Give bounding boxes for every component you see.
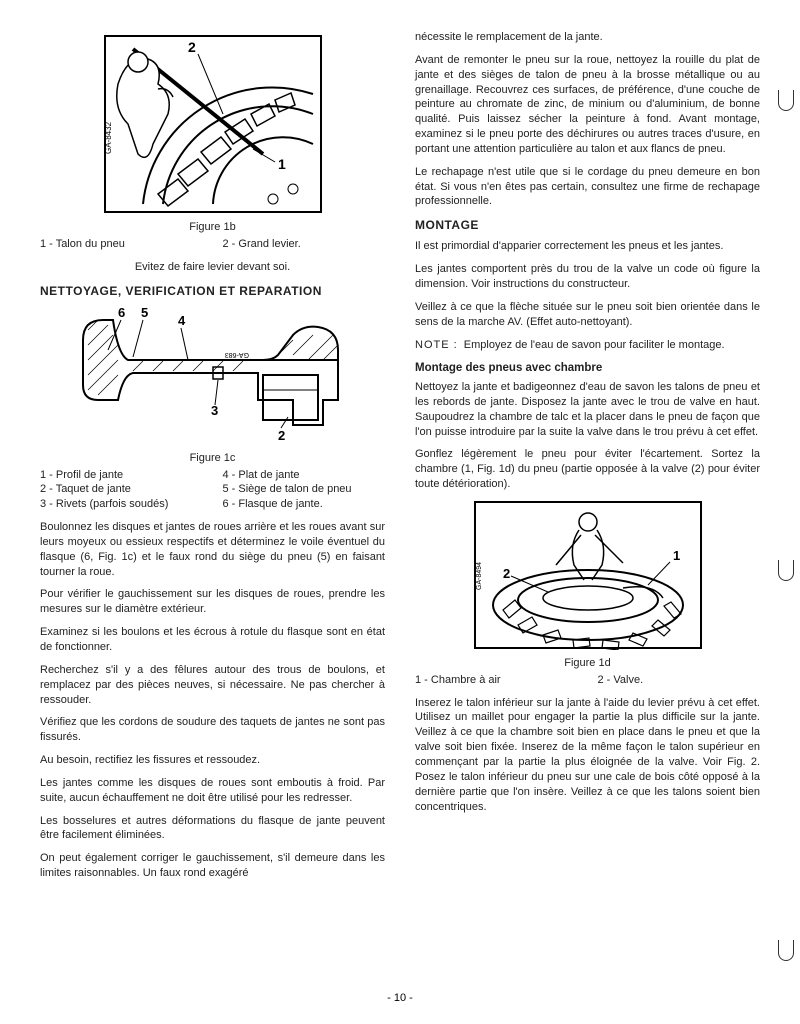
fig1d-legend-2: 2 - Valve.: [598, 673, 761, 688]
left-p2: Pour vérifier le gauchissement sur les d…: [40, 587, 385, 617]
section-montage-title: MONTAGE: [415, 217, 760, 233]
left-p9: On peut également corriger le gauchissem…: [40, 851, 385, 881]
figure-1d-caption: Figure 1d: [415, 656, 760, 671]
figure-1c: 6 5 4 3 2 GA-683: [40, 305, 385, 445]
left-column: 2 1 GA-8432 Figure 1b 1 - Talon du pneu …: [40, 30, 385, 984]
left-p8: Les bosselures et autres déformations du…: [40, 814, 385, 844]
figure-1d: 1 2 GA-8494: [415, 500, 760, 650]
left-p7: Les jantes comme les disques de roues so…: [40, 776, 385, 806]
right-p8: Nettoyez la jante et badigeonnez d'eau d…: [415, 380, 760, 439]
right-p9: Gonflez légèrement le pneu pour éviter l…: [415, 447, 760, 492]
right-p7: NOTE : Employez de l'eau de savon pour f…: [415, 338, 760, 353]
figure-1c-caption: Figure 1c: [40, 451, 385, 466]
svg-text:6: 6: [118, 305, 125, 320]
svg-text:2: 2: [278, 428, 285, 443]
right-p3: Le rechapage n'est utile que si le corda…: [415, 165, 760, 210]
right-p6: Veillez à ce que la flèche située sur le…: [415, 300, 760, 330]
figure-1b: 2 1 GA-8432: [40, 34, 385, 214]
fig1b-sidetext: GA-8432: [104, 121, 113, 154]
svg-text:1: 1: [673, 548, 680, 563]
fig1b-label-2: 2: [188, 39, 196, 55]
note-label: NOTE :: [415, 339, 458, 351]
right-p5: Les jantes comportent près du trou de la…: [415, 262, 760, 292]
left-p1: Boulonnez les disques et jantes de roues…: [40, 520, 385, 579]
right-p4: Il est primordial d'apparier correctemen…: [415, 239, 760, 254]
right-p10: Inserez le talon inférieur sur la jante …: [415, 696, 760, 815]
left-p3: Examinez si les boulons et les écrous à …: [40, 625, 385, 655]
figure-1d-legend: 1 - Chambre à air 2 - Valve.: [415, 673, 760, 688]
fig1c-r1: 4 - Plat de jante: [223, 468, 386, 483]
fig1c-l3: 3 - Rivets (parfois soudés): [40, 497, 203, 512]
left-p5: Vérifiez que les cordons de soudure des …: [40, 715, 385, 745]
section-nettoyage-title: NETTOYAGE, VERIFICATION ET REPARATION: [40, 283, 385, 299]
svg-text:GA-8494: GA-8494: [476, 562, 483, 590]
fig1d-legend-1: 1 - Chambre à air: [415, 673, 578, 688]
figure-1b-legend: 1 - Talon du pneu 2 - Grand levier.: [40, 237, 385, 252]
binding-hole-icon: [778, 90, 794, 111]
fig1b-note: Evitez de faire levier devant soi.: [40, 260, 385, 275]
left-p4: Recherchez s'il y a des fêlures autour d…: [40, 663, 385, 708]
right-p2: Avant de remonter le pneu sur la roue, n…: [415, 53, 760, 157]
subsection-montage-chambre: Montage des pneus avec chambre: [415, 361, 760, 377]
fig1b-legend-1: 1 - Talon du pneu: [40, 237, 203, 252]
left-p6: Au besoin, rectifiez les fissures et res…: [40, 753, 385, 768]
svg-text:GA-683: GA-683: [224, 351, 248, 358]
svg-text:3: 3: [211, 403, 218, 418]
right-p1: nécessite le remplacement de la jante.: [415, 30, 760, 45]
page: 2 1 GA-8432 Figure 1b 1 - Talon du pneu …: [0, 0, 800, 1024]
right-column: nécessite le remplacement de la jante. A…: [415, 30, 760, 984]
fig1b-legend-2: 2 - Grand levier.: [223, 237, 386, 252]
fig1c-l1: 1 - Profil de jante: [40, 468, 203, 483]
fig1c-l2: 2 - Taquet de jante: [40, 482, 203, 497]
page-number: - 10 -: [40, 992, 760, 1004]
content-columns: 2 1 GA-8432 Figure 1b 1 - Talon du pneu …: [40, 30, 760, 984]
fig1c-r2: 5 - Siège de talon de pneu: [223, 482, 386, 497]
right-p7-text: Employez de l'eau de savon pour facilite…: [464, 339, 725, 351]
fig1b-label-1: 1: [278, 156, 286, 172]
svg-text:2: 2: [503, 566, 510, 581]
figure-1c-legend: 1 - Profil de jante 2 - Taquet de jante …: [40, 468, 385, 513]
svg-text:5: 5: [141, 305, 148, 320]
svg-text:4: 4: [178, 313, 186, 328]
binding-hole-icon: [778, 560, 794, 581]
fig1c-r3: 6 - Flasque de jante.: [223, 497, 386, 512]
figure-1b-caption: Figure 1b: [40, 220, 385, 235]
binding-hole-icon: [778, 940, 794, 961]
